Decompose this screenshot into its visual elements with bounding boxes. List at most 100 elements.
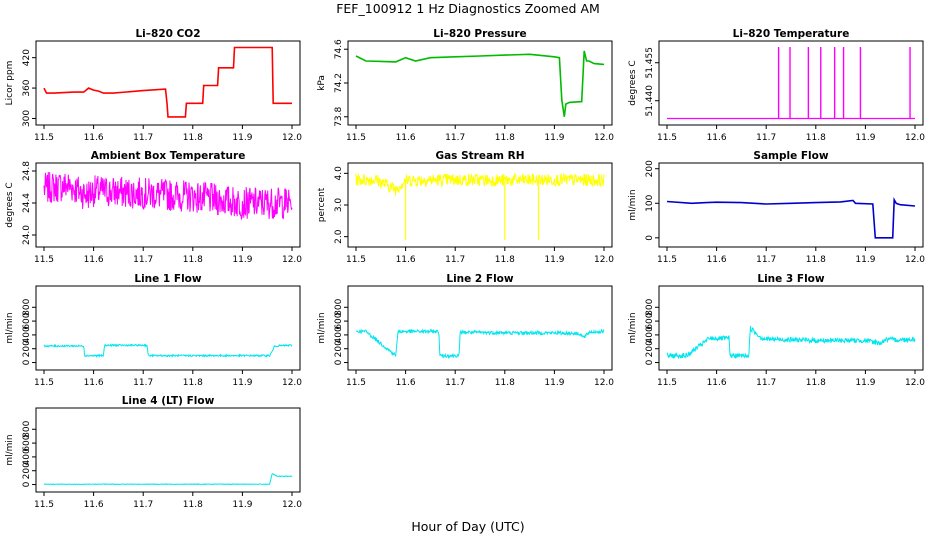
y-tick-label: 420 bbox=[22, 49, 32, 66]
y-tick-label: 400 bbox=[22, 448, 32, 465]
chart-title: Li–820 Temperature bbox=[733, 28, 850, 40]
x-tick-label: 11.5 bbox=[346, 255, 366, 265]
series-line bbox=[43, 172, 293, 221]
x-tick-label: 11.7 bbox=[756, 255, 776, 265]
y-tick-label: 200 bbox=[645, 160, 655, 177]
x-tick-label: 11.6 bbox=[396, 255, 416, 265]
y-tick-label: 200 bbox=[22, 462, 32, 479]
chart-panel: Li–820 Pressure 11.5 11.6 11.7 11.8 11.9 12.0 7… bbox=[317, 28, 614, 143]
x-tick-label: 11.9 bbox=[855, 255, 875, 265]
chart-title: Li–820 CO2 bbox=[135, 28, 200, 40]
y-tick-label: 51.440 bbox=[645, 85, 655, 117]
y-tick-label: 600 bbox=[22, 434, 32, 451]
y-tick-label: 0 bbox=[22, 481, 32, 487]
x-tick-label: 12.0 bbox=[282, 500, 302, 510]
plot-frame bbox=[658, 40, 924, 126]
y-tick-label: 0 bbox=[334, 359, 344, 365]
x-tick-label: 12.0 bbox=[905, 378, 925, 388]
y-tick-label: 0 bbox=[645, 359, 655, 365]
x-tick-label: 12.0 bbox=[282, 255, 302, 265]
x-tick-label: 11.9 bbox=[232, 378, 252, 388]
y-axis-label: ml/min bbox=[628, 312, 638, 343]
y-tick-label: 24.8 bbox=[22, 161, 32, 181]
x-tick-label: 11.9 bbox=[232, 133, 252, 143]
panel-grid: Li–820 CO2 11.5 11.6 11.7 11.8 11.9 12.0 300 360… bbox=[5, 28, 925, 510]
y-tick-label: 600 bbox=[22, 312, 32, 329]
chart-panel: Gas Stream RH 11.5 11.6 11.7 11.8 11.9 12.0 2.0… bbox=[317, 150, 614, 265]
plot-frame bbox=[658, 162, 924, 248]
x-tick-label: 11.5 bbox=[34, 500, 54, 510]
y-tick-label: 800 bbox=[334, 298, 344, 315]
x-tick-label: 12.0 bbox=[594, 378, 614, 388]
y-tick-label: 51.455 bbox=[645, 47, 655, 79]
y-axis-label: Licor ppm bbox=[5, 61, 15, 106]
x-tick-label: 11.6 bbox=[396, 133, 416, 143]
y-tick-label: 200 bbox=[645, 340, 655, 357]
y-tick-label: 400 bbox=[334, 326, 344, 343]
plot-frame bbox=[347, 40, 613, 126]
y-tick-label: 2.0 bbox=[334, 229, 344, 244]
series-line bbox=[43, 473, 293, 486]
y-tick-label: 200 bbox=[334, 340, 344, 357]
chart-panel: Sample Flow 11.5 11.6 11.7 11.8 11.9 12.0 0 100 2… bbox=[628, 150, 925, 265]
x-tick-label: 11.7 bbox=[133, 133, 153, 143]
y-tick-label: 800 bbox=[22, 298, 32, 315]
x-tick-label: 11.8 bbox=[495, 255, 515, 265]
x-tick-label: 11.6 bbox=[707, 378, 727, 388]
x-tick-label: 11.7 bbox=[445, 378, 465, 388]
y-tick-label: 24.0 bbox=[22, 225, 32, 245]
y-axis-label: degrees C bbox=[628, 60, 638, 105]
x-tick-label: 11.5 bbox=[34, 133, 54, 143]
chart-panel: Line 3 Flow 11.5 11.6 11.7 11.8 11.9 12.0 0 2004… bbox=[628, 273, 925, 388]
x-tick-label: 11.5 bbox=[346, 378, 366, 388]
series-line bbox=[666, 326, 916, 360]
x-tick-label: 11.9 bbox=[232, 500, 252, 510]
chart-panel: Line 2 Flow 11.5 11.6 11.7 11.8 11.9 12.0 0 2004… bbox=[317, 273, 614, 388]
y-tick-label: 0 bbox=[22, 359, 32, 365]
figure-title: FEF_100912 1 Hz Diagnostics Zoomed AM bbox=[336, 1, 600, 16]
chart-title: Ambient Box Temperature bbox=[91, 150, 246, 162]
y-tick-label: 800 bbox=[22, 420, 32, 437]
y-tick-label: 74.2 bbox=[334, 73, 344, 93]
y-axis-label: degrees C bbox=[5, 182, 15, 227]
x-tick-label: 11.5 bbox=[657, 255, 677, 265]
y-tick-label: 4.0 bbox=[334, 166, 344, 181]
x-tick-label: 11.9 bbox=[855, 133, 875, 143]
y-tick-label: 3.0 bbox=[334, 198, 344, 213]
x-tick-label: 11.5 bbox=[34, 255, 54, 265]
x-tick-label: 11.7 bbox=[445, 133, 465, 143]
x-tick-label: 12.0 bbox=[282, 133, 302, 143]
y-axis-label: kPa bbox=[317, 75, 327, 91]
x-tick-label: 11.8 bbox=[183, 133, 203, 143]
y-tick-label: 0 bbox=[645, 235, 655, 241]
y-tick-label: 73.8 bbox=[334, 106, 344, 126]
x-tick-label: 11.6 bbox=[84, 378, 104, 388]
plot-frame bbox=[658, 285, 924, 371]
plot-frame bbox=[35, 285, 301, 371]
chart-panel: Line 1 Flow 11.5 11.6 11.7 11.8 11.9 12.0 0 2004… bbox=[5, 273, 302, 388]
x-tick-label: 12.0 bbox=[594, 133, 614, 143]
y-tick-label: 300 bbox=[22, 110, 32, 127]
series-line bbox=[355, 328, 605, 360]
x-tick-label: 11.8 bbox=[806, 255, 826, 265]
y-axis-label: ml/min bbox=[317, 312, 327, 343]
x-tick-label: 11.6 bbox=[396, 378, 416, 388]
x-tick-label: 11.8 bbox=[183, 255, 203, 265]
x-tick-label: 11.7 bbox=[133, 378, 153, 388]
x-tick-label: 12.0 bbox=[905, 133, 925, 143]
series-line bbox=[43, 343, 293, 359]
chart-title: Line 2 Flow bbox=[446, 273, 513, 285]
x-tick-label: 11.8 bbox=[183, 500, 203, 510]
x-tick-label: 11.6 bbox=[707, 255, 727, 265]
x-tick-label: 11.7 bbox=[445, 255, 465, 265]
x-tick-label: 12.0 bbox=[905, 255, 925, 265]
x-tick-label: 12.0 bbox=[282, 378, 302, 388]
chart-title: Line 4 (LT) Flow bbox=[122, 395, 215, 407]
chart-panel: Li–820 Temperature 11.5 11.6 11.7 11.8 11.9 12… bbox=[628, 28, 925, 143]
x-tick-label: 11.6 bbox=[84, 500, 104, 510]
y-tick-label: 400 bbox=[645, 326, 655, 343]
x-tick-label: 11.9 bbox=[855, 378, 875, 388]
y-tick-label: 100 bbox=[645, 194, 655, 211]
chart-title: Gas Stream RH bbox=[435, 150, 524, 162]
chart-title: Sample Flow bbox=[753, 150, 828, 162]
